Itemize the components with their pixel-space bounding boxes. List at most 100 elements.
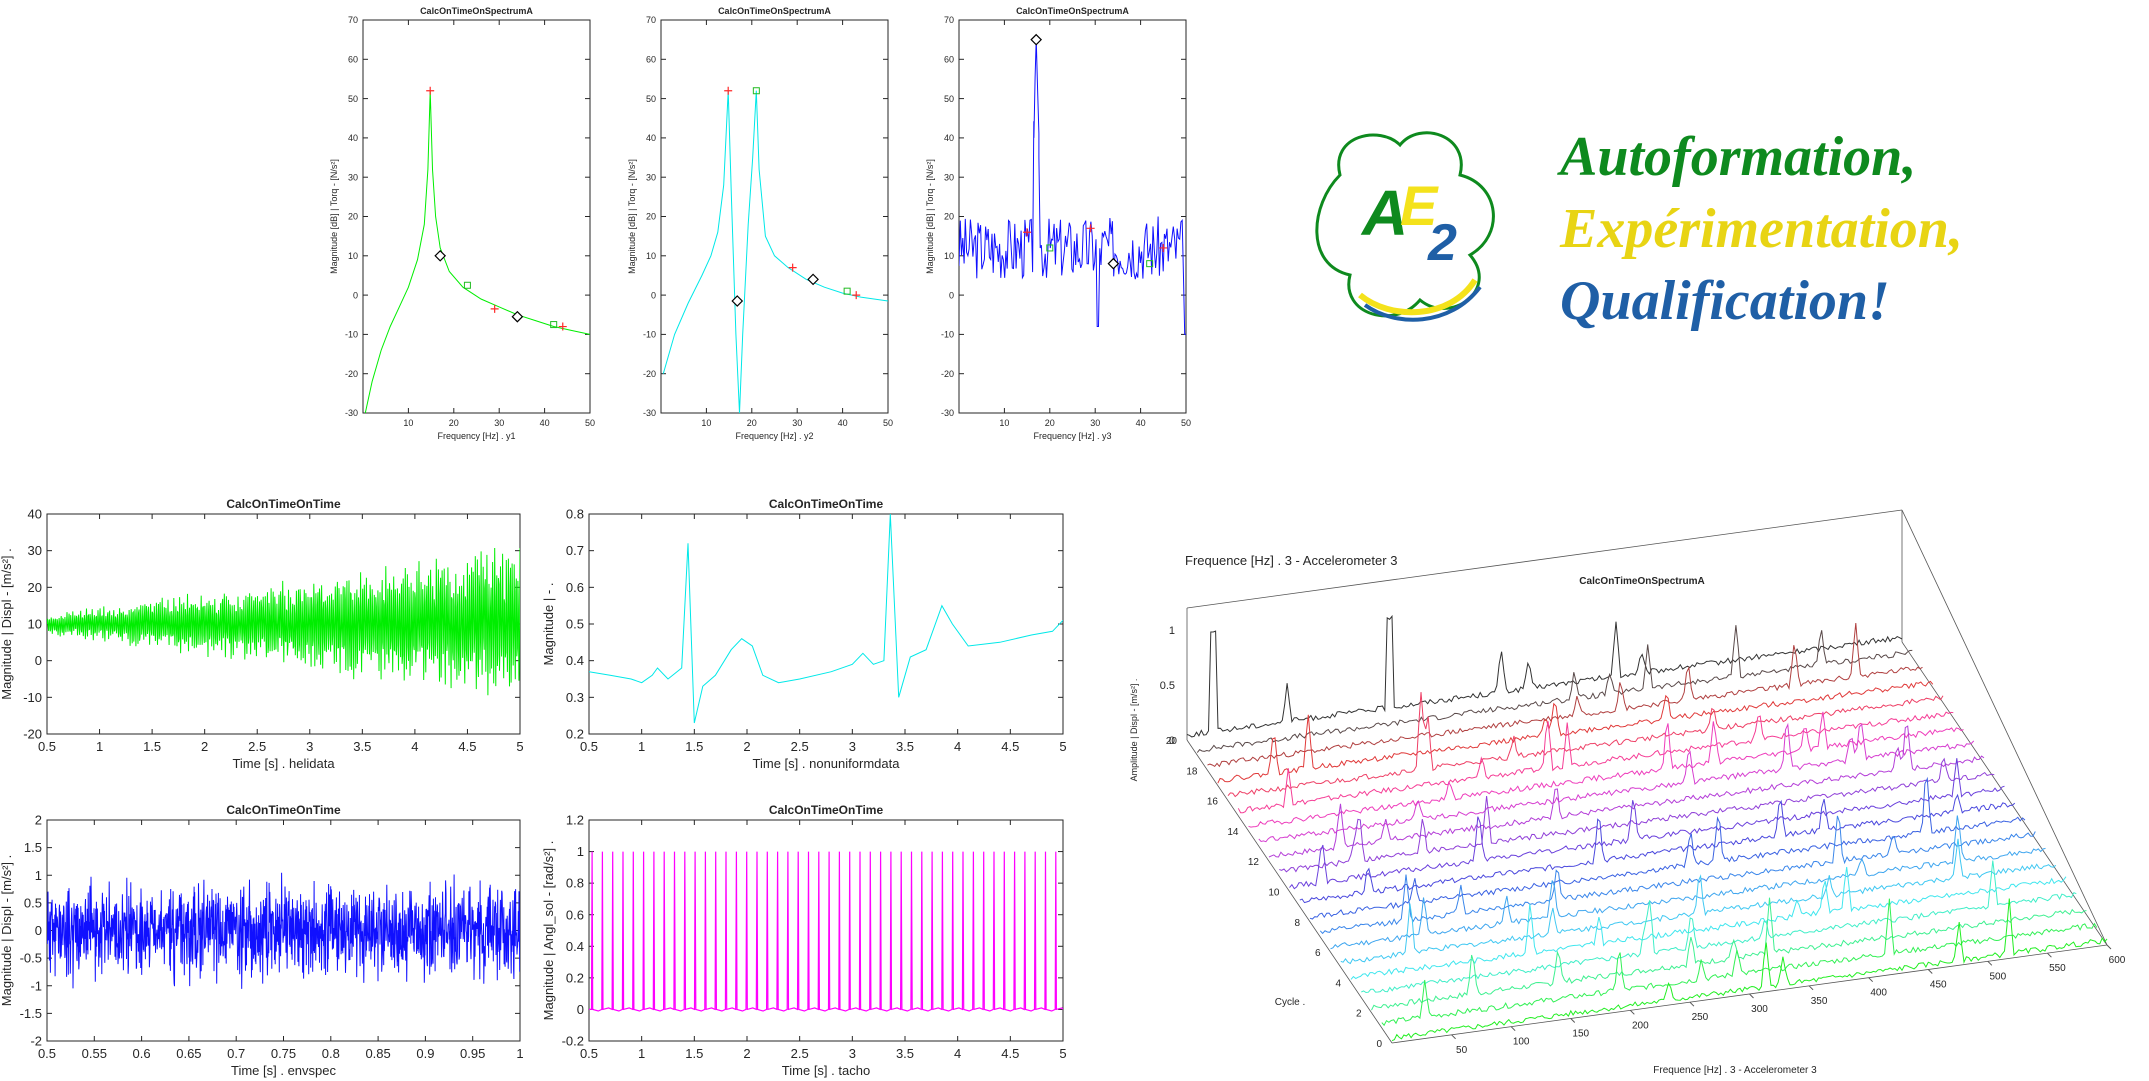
chart-bot1: CalcOnTimeOnTime 0.5 0.55 0.6 0.65 0.7 0.75 0.8…	[0, 803, 524, 1078]
y-tick-label: 1.5	[24, 840, 42, 855]
x-tick-label: 0.5	[580, 1046, 598, 1061]
y-tick-label: 30	[28, 543, 42, 558]
y-axis-label: Magnitude [dB] | Torq - [N/s²]	[925, 159, 935, 274]
marker-plus	[426, 86, 435, 95]
y-tick-label: 0	[1376, 1039, 1382, 1050]
y-tick-label: 40	[646, 133, 656, 143]
x-axis-label: Frequency [Hz] . y1	[437, 431, 515, 441]
marker-plus	[788, 263, 797, 272]
x-tick-label: 4	[954, 1046, 961, 1061]
cycle-series-12	[1268, 725, 1985, 858]
y-axis-label: Magnitude | Displ - [m/s²] .	[0, 855, 14, 1006]
y-tick-label: -30	[643, 408, 656, 418]
logo-line-3: Qualification!	[1560, 270, 1890, 332]
marker-plus	[1159, 243, 1168, 252]
y-tick-label: 10	[28, 617, 42, 632]
y-tick-label: 0.3	[566, 690, 584, 705]
x-tick-label: 0.8	[322, 1046, 340, 1061]
x-tick	[1451, 1034, 1456, 1040]
chart-title: CalcOnTimeOnTime	[769, 497, 884, 511]
x-tick-label: 100	[1513, 1037, 1530, 1048]
y-tick-label: 2	[35, 813, 42, 828]
x-tick	[2047, 952, 2052, 958]
y-tick-label: 10	[348, 251, 358, 261]
marker-square	[1146, 260, 1154, 268]
chart-title: CalcOnTimeOnSpectrumA	[718, 6, 831, 16]
y-tick-label: 1	[577, 844, 584, 859]
x-tick-label: 10	[701, 418, 711, 428]
y-tick-label: -10	[345, 330, 358, 340]
y-axis-label: Magnitude [dB] | Torq - [N/s²]	[329, 159, 339, 274]
x-tick-label: 0.85	[365, 1046, 390, 1061]
x-tick-label: 10	[999, 418, 1009, 428]
x-tick-label: 2.5	[791, 739, 809, 754]
x-axis-label: Time [s] . envspec	[231, 1063, 336, 1078]
cycle-series-14	[1248, 711, 1964, 828]
plot-lines	[364, 86, 590, 413]
y-tick-label: 30	[646, 172, 656, 182]
x-tick-label: 0.5	[580, 739, 598, 754]
y-tick-label: -1.5	[20, 1006, 42, 1021]
cycle-series-18	[1207, 622, 1923, 768]
x-tick-label: 1	[96, 739, 103, 754]
plot-area	[588, 819, 1064, 1042]
chart-title: CalcOnTimeOnTime	[769, 803, 884, 817]
x-tick-label: 400	[1870, 988, 1887, 999]
plot-area	[958, 19, 1187, 414]
y-tick-label: 0	[35, 923, 42, 938]
x-tick-label: 50	[585, 418, 595, 428]
chart-bot2: CalcOnTimeOnTime 0.5 1 1.5 2 2.5 3 3.5 4 4.5 5 -0.2…	[541, 803, 1067, 1078]
marker-square	[1046, 244, 1054, 252]
y-axis-label: Magnitude | Angl_sol - [rad/s²] .	[541, 841, 556, 1021]
y-tick-label: 1	[35, 868, 42, 883]
cycle-series-10	[1289, 758, 2005, 890]
y-tick-label: 40	[944, 133, 954, 143]
marker-diamond	[807, 273, 819, 286]
series-line	[959, 39, 1186, 335]
x-tick	[1689, 1001, 1695, 1007]
y-axis-label: Magnitude | Displ - [m/s²] .	[0, 548, 14, 699]
x-tick-label: 1.5	[685, 739, 703, 754]
marker-square	[550, 321, 558, 329]
x-tick-label: 3.5	[896, 739, 914, 754]
plot-area	[588, 513, 1064, 735]
x-tick-label: 4.5	[458, 739, 476, 754]
series-line	[47, 547, 520, 696]
x-tick-label: 0.6	[133, 1046, 151, 1061]
y-tick-label: 20	[348, 212, 358, 222]
y-tick-label: -20	[345, 369, 358, 379]
waterfall-title: CalcOnTimeOnSpectrumA	[1579, 576, 1704, 587]
x-tick-label: 600	[2109, 955, 2126, 966]
y-tick-label: 50	[348, 94, 358, 104]
marker-plus	[1023, 228, 1032, 237]
plot-area	[362, 19, 591, 414]
x-tick-label: 0.5	[38, 1046, 56, 1061]
x-tick-label: 30	[494, 418, 504, 428]
x-tick-label: 2	[743, 1046, 750, 1061]
waterfall-header: Frequence [Hz] . 3 - Accelerometer 3	[1185, 553, 1397, 568]
x-tick	[1808, 985, 1814, 991]
y-axis-label: Magnitude | - .	[541, 583, 556, 666]
marker-plus	[724, 86, 733, 95]
x-tick-label: 4	[411, 739, 418, 754]
x-tick-label: 1.5	[143, 739, 161, 754]
box-edge	[1186, 509, 1903, 609]
x-tick	[1927, 969, 1933, 974]
y-tick-label: 50	[646, 94, 656, 104]
plot-lines	[589, 514, 1063, 724]
y-tick-label: 20	[28, 580, 42, 595]
cycle-series-0	[1391, 898, 2108, 1042]
x-tick-label: 0.5	[38, 739, 56, 754]
y-tick-label: 50	[944, 94, 954, 104]
x-tick-label: 40	[540, 418, 550, 428]
y-tick-label: 70	[348, 15, 358, 25]
x-axis-label: Time [s] . nonuniformdata	[753, 756, 901, 771]
x-tick-label: 0.75	[271, 1046, 296, 1061]
y-tick-label: 70	[646, 15, 656, 25]
plot-lines	[959, 33, 1186, 335]
x-axis-label: Frequency [Hz] . y2	[735, 431, 813, 441]
y-tick-label: 18	[1186, 766, 1198, 777]
x-tick-label: 1	[516, 1046, 523, 1061]
z-tick-label: 1	[1169, 625, 1175, 637]
cycle-series-2	[1371, 897, 2087, 1011]
